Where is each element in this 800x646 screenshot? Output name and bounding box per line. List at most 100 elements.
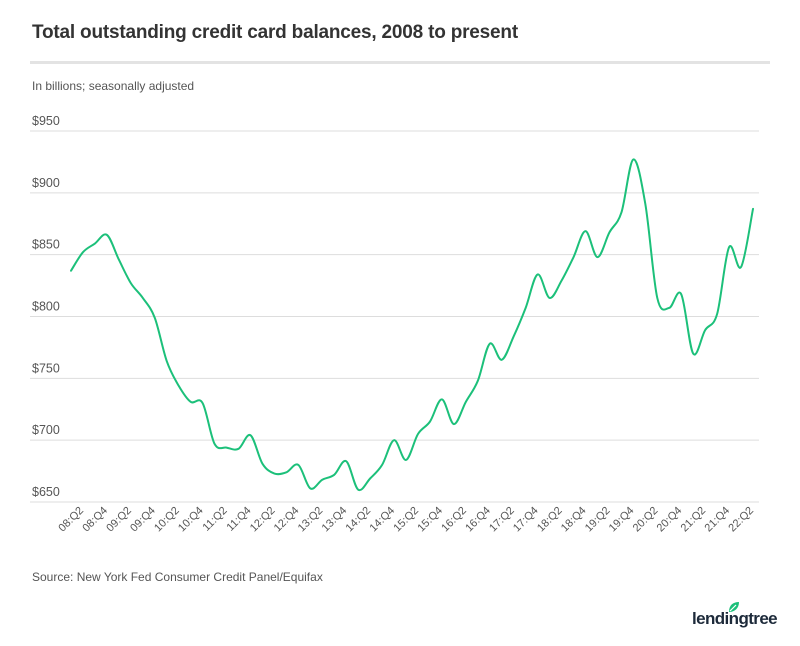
x-tick-label: 22:Q2 [726,505,756,535]
data-point-19:Q4 [632,159,634,161]
series-line-credit-card-balances [70,158,754,492]
chart-title: Total outstanding credit card balances, … [32,22,518,43]
data-point-22:Q2 [752,208,754,210]
data-point-08:Q2 [82,251,84,253]
x-tick-label: 20:Q4 [655,505,685,535]
chart-subtitle: In billions; seasonally adjusted [32,79,195,93]
data-point-20:Q3 [668,307,670,309]
data-point-21:Q1 [692,353,694,355]
x-tick-label: 09:Q2 [104,505,134,535]
data-point-14:Q3 [381,464,383,466]
x-tick-label: 15:Q2 [391,505,421,535]
data-point-19:Q3 [620,212,622,214]
data-point-09:Q2 [130,282,132,284]
x-tick-label: 13:Q2 [296,505,326,535]
data-point-14:Q2 [369,478,371,480]
data-point-10:Q2 [178,385,180,387]
data-point-12:Q4 [297,464,299,466]
y-tick-label: $950 [32,114,60,128]
y-tick-label: $700 [32,423,60,437]
x-tick-label: 18:Q2 [535,505,565,535]
x-tick-label: 19:Q4 [607,505,637,535]
y-tick-label: $850 [32,238,60,252]
y-tick-label: $900 [32,176,60,190]
data-point-16:Q1 [453,423,455,425]
data-point-08:Q4 [106,234,108,236]
y-axis-labels: $650 $700 $750 $800 $850 $900 $950 [32,114,60,499]
data-point-17:Q3 [525,307,527,309]
data-point-09:Q3 [142,297,144,299]
x-tick-label: 08:Q4 [80,505,110,535]
data-point-10:Q1 [166,360,168,362]
x-tick-label: 12:Q4 [272,505,302,535]
data-point-14:Q4 [393,439,395,441]
data-point-16:Q2 [465,401,467,403]
x-tick-label: 14:Q4 [367,505,397,535]
data-point-20:Q2 [656,297,658,299]
data-point-18:Q1 [549,297,551,299]
line-chart: $650 $700 $750 $800 $850 $900 $950 08:Q208:Q40… [30,114,759,535]
data-point-22:Q1 [740,266,742,268]
data-point-09:Q1 [118,259,120,261]
x-tick-label: 13:Q4 [320,505,350,535]
data-point-15:Q4 [441,398,443,400]
data-point-13:Q2 [321,479,323,481]
data-point-17:Q1 [501,359,503,361]
data-point-16:Q4 [489,343,491,345]
data-point-08:Q3 [94,243,96,245]
data-point-11:Q2 [226,447,228,449]
source-note: Source: New York Fed Consumer Credit Pan… [32,570,323,584]
x-tick-label: 18:Q4 [559,505,589,535]
logo-text: lendingtree [692,609,778,628]
series-layer [70,158,754,492]
y-tick-label: $800 [32,300,60,314]
y-tick-label: $650 [32,485,60,499]
x-tick-label: 21:Q2 [679,505,709,535]
data-point-15:Q1 [405,459,407,461]
header-divider [30,61,770,64]
data-point-12:Q3 [285,471,287,473]
x-tick-label: 12:Q2 [248,505,278,535]
data-point-10:Q4 [202,402,204,404]
gridlines [30,130,759,503]
data-point-08:Q1 [70,270,72,272]
x-tick-label: 14:Q2 [344,505,374,535]
data-point-14:Q1 [357,489,359,491]
x-tick-label: 11:Q2 [201,505,230,534]
x-tick-label: 11:Q4 [224,505,253,534]
x-axis-labels: 08:Q208:Q409:Q209:Q410:Q210:Q411:Q211:Q4… [56,505,756,535]
data-point-09:Q4 [154,317,156,319]
x-tick-label: 10:Q4 [176,505,206,535]
data-point-13:Q3 [333,474,335,476]
x-tick-label: 15:Q4 [415,505,445,535]
x-tick-label: 19:Q2 [583,505,613,535]
data-point-17:Q4 [537,274,539,276]
data-point-12:Q2 [274,473,276,475]
x-tick-label: 10:Q2 [152,505,182,535]
data-point-21:Q4 [728,246,730,248]
x-tick-label: 17:Q4 [511,505,541,535]
leaf-icon [729,602,739,612]
x-tick-label: 08:Q2 [56,505,86,535]
data-point-16:Q3 [477,380,479,382]
data-point-21:Q2 [704,329,706,331]
data-point-17:Q2 [513,335,515,337]
lendingtree-logo: lendingtree [690,600,778,632]
y-tick-label: $750 [32,361,60,375]
data-point-18:Q2 [561,280,563,282]
data-point-21:Q3 [716,313,718,315]
data-point-11:Q1 [214,443,216,445]
data-point-20:Q4 [680,293,682,295]
data-point-19:Q1 [597,256,599,258]
data-point-10:Q3 [190,401,192,403]
data-point-15:Q2 [417,433,419,435]
data-point-13:Q4 [345,460,347,462]
x-tick-label: 16:Q4 [463,505,493,535]
data-point-15:Q3 [429,421,431,423]
data-point-12:Q1 [262,463,264,465]
x-tick-label: 16:Q2 [439,505,469,535]
data-point-13:Q1 [309,487,311,489]
data-point-19:Q2 [609,232,611,234]
x-tick-label: 20:Q2 [631,505,661,535]
x-tick-label: 17:Q2 [487,505,517,535]
